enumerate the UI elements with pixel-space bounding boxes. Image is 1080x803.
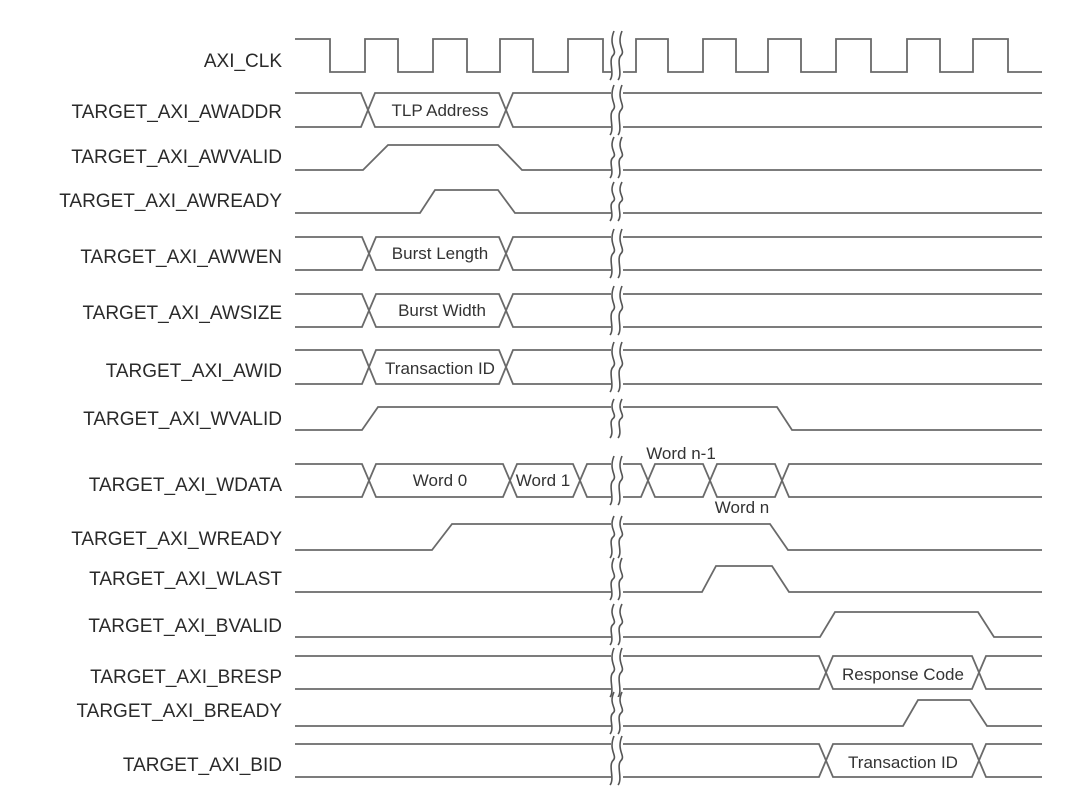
signal-row-target-axi-wready: TARGET_AXI_WREADY [71,515,1042,559]
time-break-icon [617,647,624,698]
time-break-icon [617,735,624,786]
time-break-icon [617,398,624,439]
waveform-target-axi-wvalid [295,406,1042,431]
signal-row-target-axi-awready: TARGET_AXI_AWREADY [59,181,1042,222]
bus-value-label: Word n-1 [646,444,716,463]
signal-row-target-axi-awwen: TARGET_AXI_AWWEN Burst Length [80,228,1042,279]
bus-value-label: Burst Width [398,301,486,320]
waveform-target-axi-bid-lower [295,758,1042,778]
signal-name-target-axi-wlast: TARGET_AXI_WLAST [89,569,282,590]
time-break-icon [617,84,624,136]
waveform-target-axi-wdata-lower [295,478,1042,498]
signal-row-target-axi-bresp: TARGET_AXI_BRESP Response Code [90,647,1042,698]
time-break-icon [617,455,624,506]
waveform-target-axi-awid [295,349,1042,370]
bus-value-label: Word n [715,498,770,517]
signal-name-target-axi-bresp: TARGET_AXI_BRESP [90,667,282,688]
signal-row-target-axi-bready: TARGET_AXI_BREADY [76,691,1042,735]
signal-row-target-axi-awsize: TARGET_AXI_AWSIZE Burst Width [82,285,1042,336]
waveform-axi-clk [295,38,1042,73]
waveform-target-axi-bid [295,743,1042,763]
signal-row-target-axi-wvalid: TARGET_AXI_WVALID [83,398,1042,439]
time-break-icon [609,455,616,506]
signal-name-target-axi-wready: TARGET_AXI_WREADY [71,529,282,550]
time-break-icon [609,181,616,222]
waveform-target-axi-awvalid [295,144,1042,171]
time-break-icon [609,735,616,786]
time-break-icon [609,603,616,646]
signal-name-target-axi-bid: TARGET_AXI_BID [123,755,282,776]
waveform-target-axi-bvalid [295,611,1042,638]
time-break-icon [617,285,624,336]
signal-name-target-axi-wdata: TARGET_AXI_WDATA [89,475,283,496]
signal-name-target-axi-wvalid: TARGET_AXI_WVALID [83,409,282,430]
signal-row-target-axi-awvalid: TARGET_AXI_AWVALID [71,136,1042,179]
signal-name-target-axi-awwen: TARGET_AXI_AWWEN [80,247,282,268]
time-break-icon [617,691,624,735]
signal-name-target-axi-awsize: TARGET_AXI_AWSIZE [82,303,282,324]
waveform-target-axi-awwen-lower [295,251,1042,271]
time-break-icon [617,30,624,81]
signal-row-target-axi-awaddr: TARGET_AXI_AWADDR TLP Address [72,84,1042,136]
bus-value-label: Transaction ID [385,359,495,378]
time-break-icon [609,285,616,336]
signal-row-axi-clk: AXI_CLK [204,30,1042,81]
time-break-icon [609,228,616,279]
time-break-icon [609,647,616,698]
bus-value-label: Word 1 [516,471,571,490]
time-break-icon [609,515,616,559]
signal-row-target-axi-wlast: TARGET_AXI_WLAST [89,557,1042,601]
signal-row-target-axi-bid: TARGET_AXI_BID Transaction ID [123,735,1042,786]
waveform-target-axi-bresp-lower [295,670,1042,690]
waveform-target-axi-awsize-lower [295,308,1042,328]
signal-name-target-axi-awid: TARGET_AXI_AWID [106,361,282,382]
time-break-icon [617,603,624,646]
waveform-target-axi-awaddr-lower [295,107,1042,128]
waveform-target-axi-awsize [295,293,1042,313]
time-break-icon [609,557,616,601]
waveform-target-axi-awready [295,189,1042,214]
waveform-target-axi-bresp [295,655,1042,675]
signal-name-target-axi-bready: TARGET_AXI_BREADY [76,701,282,722]
bus-value-label: Word 0 [413,471,468,490]
time-break-icon [609,136,616,179]
signal-name-target-axi-awaddr: TARGET_AXI_AWADDR [72,102,282,123]
waveform-target-axi-wlast [295,565,1042,593]
bus-value-label: Transaction ID [848,753,958,772]
bus-value-label: Response Code [842,665,964,684]
time-break-icon [609,341,616,393]
waveform-target-axi-bready [295,699,1042,727]
signal-name-target-axi-awvalid: TARGET_AXI_AWVALID [71,147,282,168]
time-break-icon [617,515,624,559]
waveform-target-axi-awaddr [295,92,1042,113]
signal-row-target-axi-wdata: TARGET_AXI_WDATA Word 0 Word 1 Word n-1 Word… [89,444,1042,517]
time-break-icon [609,84,616,136]
signal-row-target-axi-awid: TARGET_AXI_AWID Transaction ID [106,341,1042,393]
signal-name-axi-clk: AXI_CLK [204,51,282,72]
time-break-icon [617,557,624,601]
time-break-icon [617,341,624,393]
signal-row-target-axi-bvalid: TARGET_AXI_BVALID [88,603,1042,646]
signal-name-target-axi-awready: TARGET_AXI_AWREADY [59,191,282,212]
time-break-icon [609,398,616,439]
waveform-target-axi-awwen [295,236,1042,256]
time-break-icon [617,136,624,179]
waveform-target-axi-awid-lower [295,364,1042,385]
time-break-icon [617,228,624,279]
bus-value-label: TLP Address [391,101,488,120]
time-break-icon [609,691,616,735]
time-break-icon [609,30,616,81]
bus-value-label: Burst Length [392,244,488,263]
time-break-icon [617,181,624,222]
waveform-target-axi-wdata [295,463,1042,483]
waveform-target-axi-wready [295,523,1042,551]
signal-name-target-axi-bvalid: TARGET_AXI_BVALID [88,616,282,637]
